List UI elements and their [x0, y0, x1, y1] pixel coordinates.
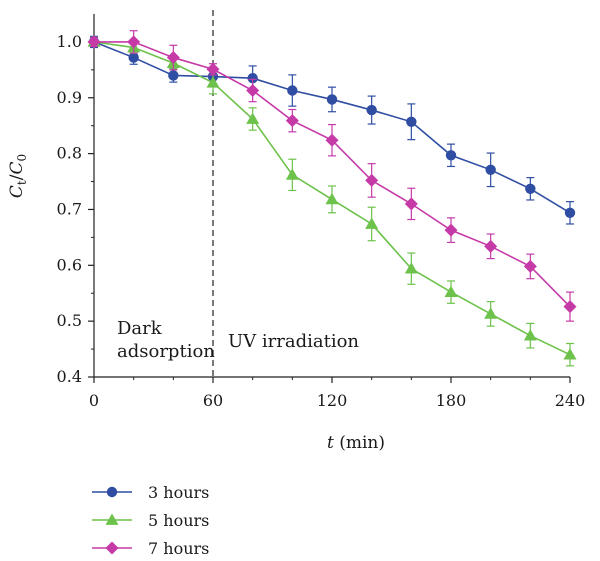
data-point-5-hours — [246, 112, 260, 124]
legend-marker-shape — [105, 541, 119, 555]
data-point-7-hours — [365, 173, 379, 187]
legend: 3 hours 5 hours 7 hours — [92, 483, 209, 558]
data-point-5-hours — [444, 285, 458, 297]
y-tick-label: 0.5 — [57, 311, 82, 330]
x-tick-label: 0 — [89, 391, 99, 410]
data-point-7-hours — [285, 114, 299, 128]
dark-adsorption-label-line2: adsorption — [117, 341, 215, 362]
x-tick-label: 60 — [203, 391, 223, 410]
data-point-5-hours — [563, 348, 577, 360]
plot-area: 0 60 120 180 240 0.4 0.5 0.6 0.7 0.8 0.9 1.0 — [57, 10, 586, 410]
legend-marker-shape — [106, 486, 118, 498]
data-point-7-hours — [325, 133, 339, 147]
y-axis-title: Ct/C0 — [7, 154, 29, 198]
data-point-5-hours — [285, 168, 299, 180]
data-point-3-hours — [326, 94, 338, 105]
data-point-7-hours — [484, 239, 498, 253]
y-tick-label: 0.8 — [57, 144, 82, 163]
x-tick-label: 120 — [317, 391, 348, 410]
data-point-3-hours — [485, 164, 496, 176]
data-point-5-hours — [484, 307, 498, 319]
data-point-5-hours — [325, 192, 339, 205]
data-point-3-hours — [247, 73, 258, 84]
y-tick-label: 0.9 — [57, 88, 82, 107]
data-point-7-hours — [563, 300, 577, 314]
x-axis-title: t (min) — [327, 433, 385, 453]
x-tick-label: 180 — [436, 391, 467, 410]
data-point-7-hours — [206, 62, 220, 76]
data-point-5-hours — [365, 217, 379, 229]
legend-label-7-hours: 7 hours — [148, 539, 209, 558]
legend-marker-5-hours — [105, 513, 119, 525]
x-tick-label: 240 — [555, 391, 586, 410]
legend-label-3-hours: 3 hours — [148, 483, 209, 502]
data-point-7-hours — [87, 35, 101, 49]
data-point-3-hours — [128, 52, 139, 63]
data-point-3-hours — [168, 70, 179, 81]
data-point-3-hours — [525, 183, 536, 194]
data-point-3-hours — [287, 85, 298, 96]
series-5-hours — [87, 35, 577, 367]
data-point-5-hours — [206, 76, 220, 88]
y-tick-label: 0.7 — [57, 199, 82, 218]
data-point-7-hours — [127, 35, 141, 49]
data-point-3-hours — [564, 207, 576, 219]
legend-marker-7-hours — [105, 541, 119, 555]
legend-label-5-hours: 5 hours — [148, 511, 209, 530]
dark-adsorption-label-line1: Dark — [117, 318, 163, 339]
data-point-5-hours — [523, 329, 537, 341]
series-7-hours — [87, 30, 577, 322]
legend-marker-3-hours — [106, 486, 118, 498]
data-point-7-hours — [523, 259, 537, 273]
data-point-7-hours — [404, 197, 418, 211]
data-point-3-hours — [406, 116, 417, 127]
data-point-5-hours — [404, 262, 418, 274]
y-tick-label: 0.4 — [57, 367, 82, 386]
uv-irradiation-label: UV irradiation — [228, 331, 359, 352]
data-point-3-hours — [366, 104, 377, 116]
data-point-3-hours — [445, 150, 457, 161]
data-point-7-hours — [246, 84, 260, 98]
y-tick-label: 0.6 — [57, 255, 82, 274]
y-tick-label: 1.0 — [57, 32, 82, 51]
legend-marker-shape — [105, 513, 119, 525]
data-point-7-hours — [166, 51, 180, 65]
data-point-7-hours — [444, 223, 458, 237]
